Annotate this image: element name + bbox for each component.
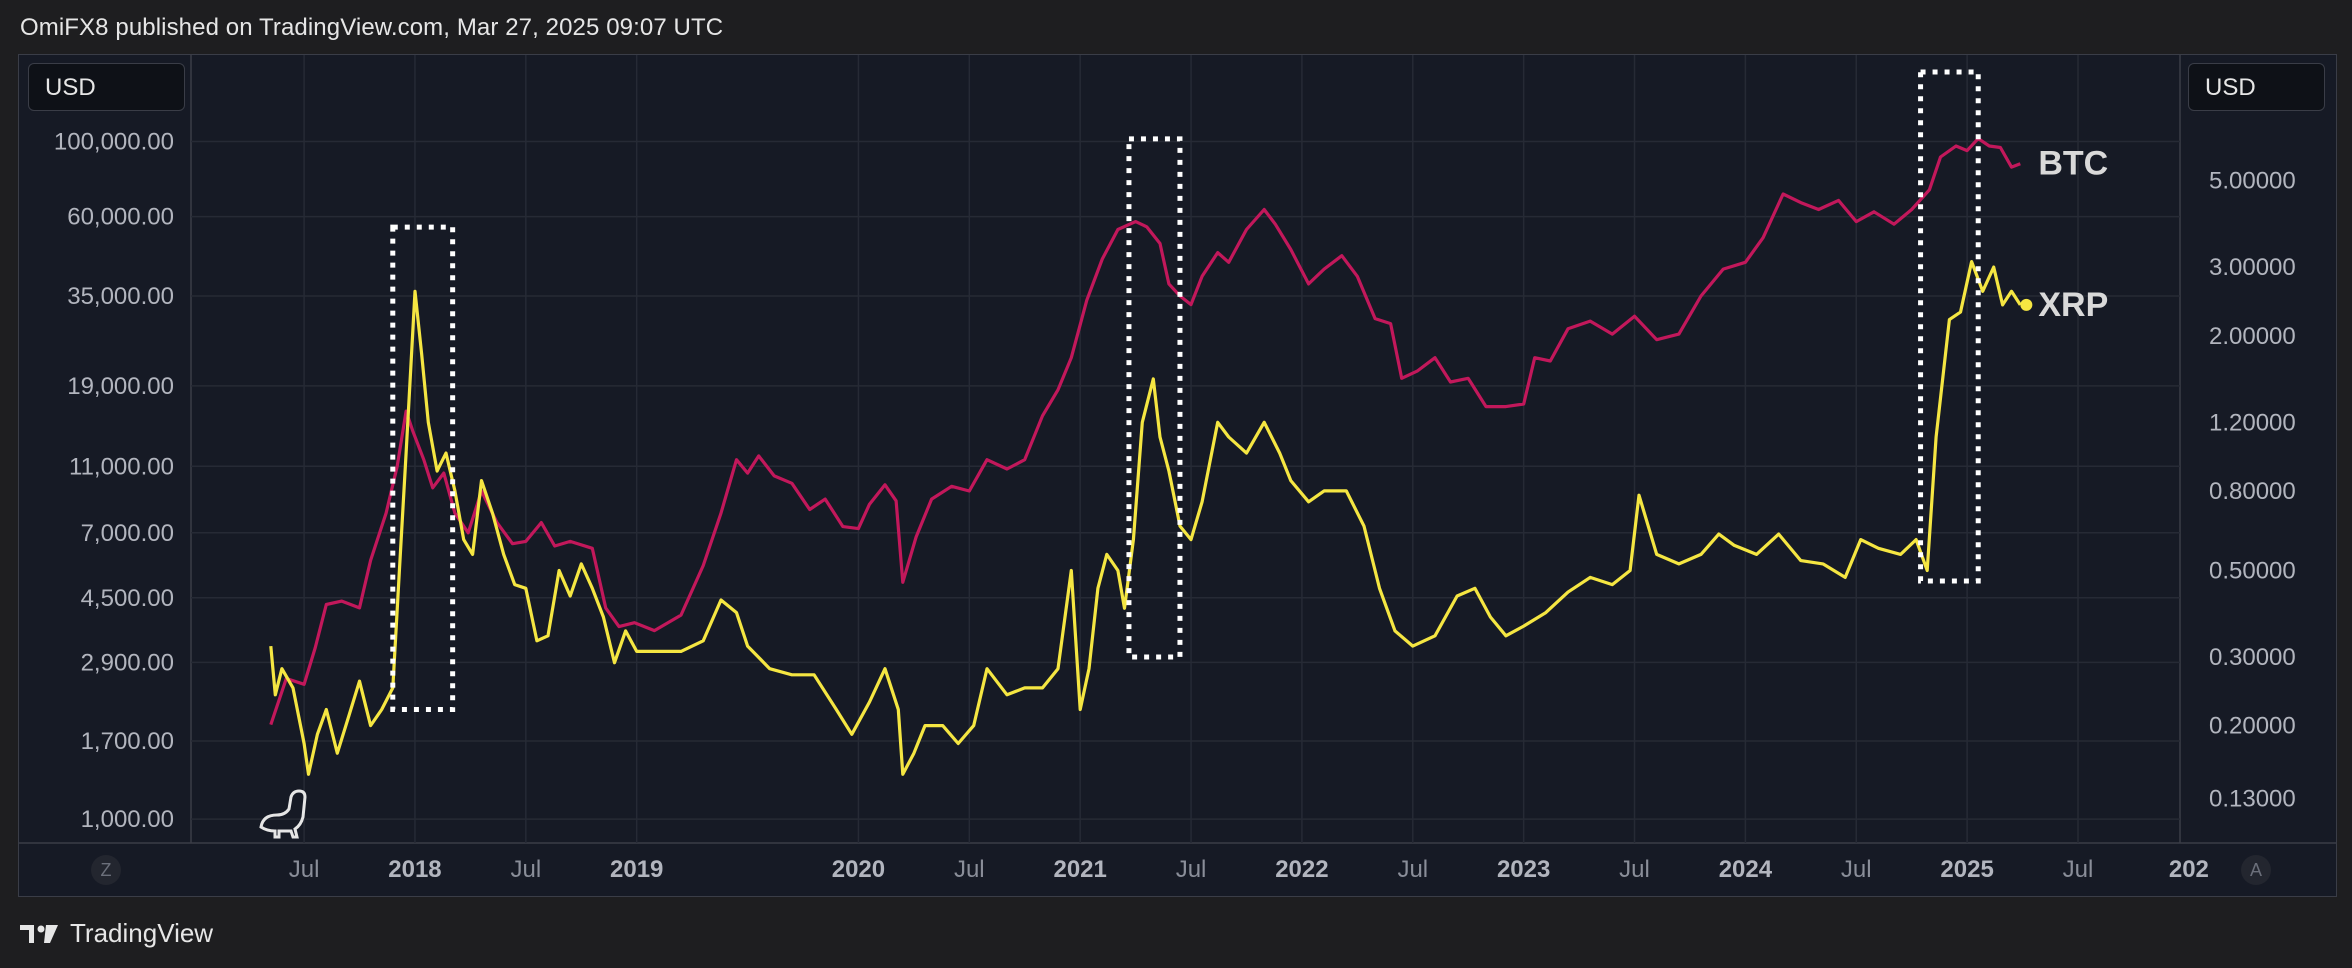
left-tick-label: 1,700.00 xyxy=(81,728,174,755)
right-tick-label: 2.00000 xyxy=(2209,323,2296,350)
publish-info: OmiFX8 published on TradingView.com, Mar… xyxy=(20,14,724,41)
dino-icon xyxy=(259,789,307,839)
right-tick-label: 0.30000 xyxy=(2209,644,2296,671)
x-tick-label: 2020 xyxy=(832,856,885,883)
highlight-box xyxy=(390,224,456,712)
right-tick-label: 1.20000 xyxy=(2209,409,2296,436)
chart-canvas[interactable]: Jul 2018 Jul 2019 2020 Jul 2021 Jul 2022 Jul 2023 J… xyxy=(19,55,2336,896)
x-tick-label: 2023 xyxy=(1497,856,1550,883)
x-tick-label: 2024 xyxy=(1719,856,1773,883)
left-tick-label: 100,000.00 xyxy=(54,128,174,155)
dino-icon-shape xyxy=(259,789,307,839)
x-tick-label: 2018 xyxy=(388,856,441,883)
x-tick-label: Jul xyxy=(510,856,541,883)
series-line-btc xyxy=(269,137,2021,726)
series-line-xrp xyxy=(269,260,2022,776)
x-tick-label: Jul xyxy=(1841,856,1872,883)
xrp-end-dot xyxy=(2020,298,2033,311)
x-tick-label: Jul xyxy=(1176,856,1207,883)
x-tick-label: Jul xyxy=(1397,856,1428,883)
tradingview-logo-icon xyxy=(20,924,58,943)
right-tick-label: 3.00000 xyxy=(2209,254,2296,281)
x-tick-label: 2019 xyxy=(610,856,663,883)
right-tick-label: 5.00000 xyxy=(2209,168,2296,195)
right-tick-label: 0.20000 xyxy=(2209,713,2296,740)
left-tick-label: 1,000.00 xyxy=(81,806,174,833)
highlight-box xyxy=(1126,136,1183,660)
x-tick-label: Jul xyxy=(289,856,320,883)
x-tick-label: 202 xyxy=(2169,856,2209,883)
x-tick-label: Jul xyxy=(954,856,985,883)
left-tick-label: 11,000.00 xyxy=(69,453,174,480)
right-tick-label: 0.50000 xyxy=(2209,557,2296,584)
highlight-box xyxy=(1918,69,1981,584)
x-tick-label: 2022 xyxy=(1275,856,1328,883)
left-tick-label: 60,000.00 xyxy=(67,204,174,231)
brand-text: TradingView xyxy=(70,918,214,948)
tradingview-logo[interactable]: TradingView xyxy=(20,918,213,949)
right-tick-label: 0.80000 xyxy=(2209,478,2296,505)
left-tick-label: 35,000.00 xyxy=(67,283,174,310)
left-tick-label: 7,000.00 xyxy=(81,520,174,547)
right-axis-auto-button[interactable]: A xyxy=(2241,855,2271,885)
left-tick-label: 4,500.00 xyxy=(81,585,174,612)
chart-frame: Jul 2018 Jul 2019 2020 Jul 2021 Jul 2022 Jul 2023 J… xyxy=(18,54,2337,897)
right-currency-selector[interactable]: USD xyxy=(2188,63,2325,111)
left-axis-scale-button[interactable]: Z xyxy=(91,855,121,885)
x-tick-label: 2021 xyxy=(1053,856,1106,883)
x-tick-label: 2025 xyxy=(1940,856,1993,883)
x-tick-label: Jul xyxy=(1619,856,1650,883)
left-tick-label: 19,000.00 xyxy=(67,373,174,400)
left-currency-selector[interactable]: USD xyxy=(28,63,185,111)
series-label-xrp: XRP xyxy=(2038,286,2108,324)
x-tick-label: Jul xyxy=(2063,856,2094,883)
right-tick-label: 0.13000 xyxy=(2209,786,2296,813)
left-tick-label: 2,900.00 xyxy=(81,649,174,676)
series-label-btc: BTC xyxy=(2038,145,2108,183)
